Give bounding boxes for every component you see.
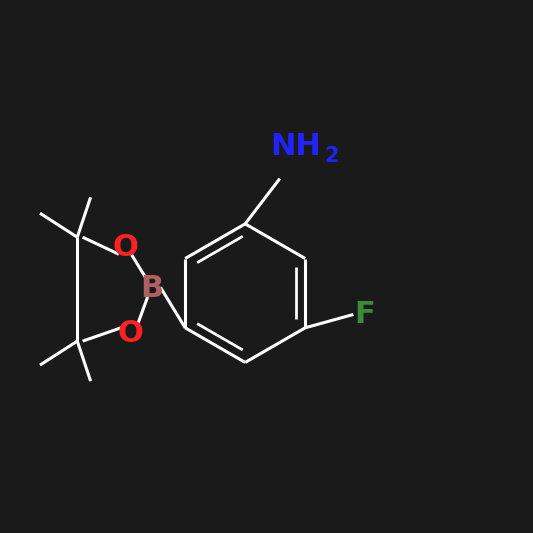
- Text: 2: 2: [325, 146, 340, 166]
- Text: O: O: [112, 233, 138, 262]
- Text: F: F: [355, 300, 375, 329]
- Text: O: O: [118, 319, 143, 348]
- Text: NH: NH: [270, 132, 321, 161]
- Text: B: B: [140, 274, 164, 303]
